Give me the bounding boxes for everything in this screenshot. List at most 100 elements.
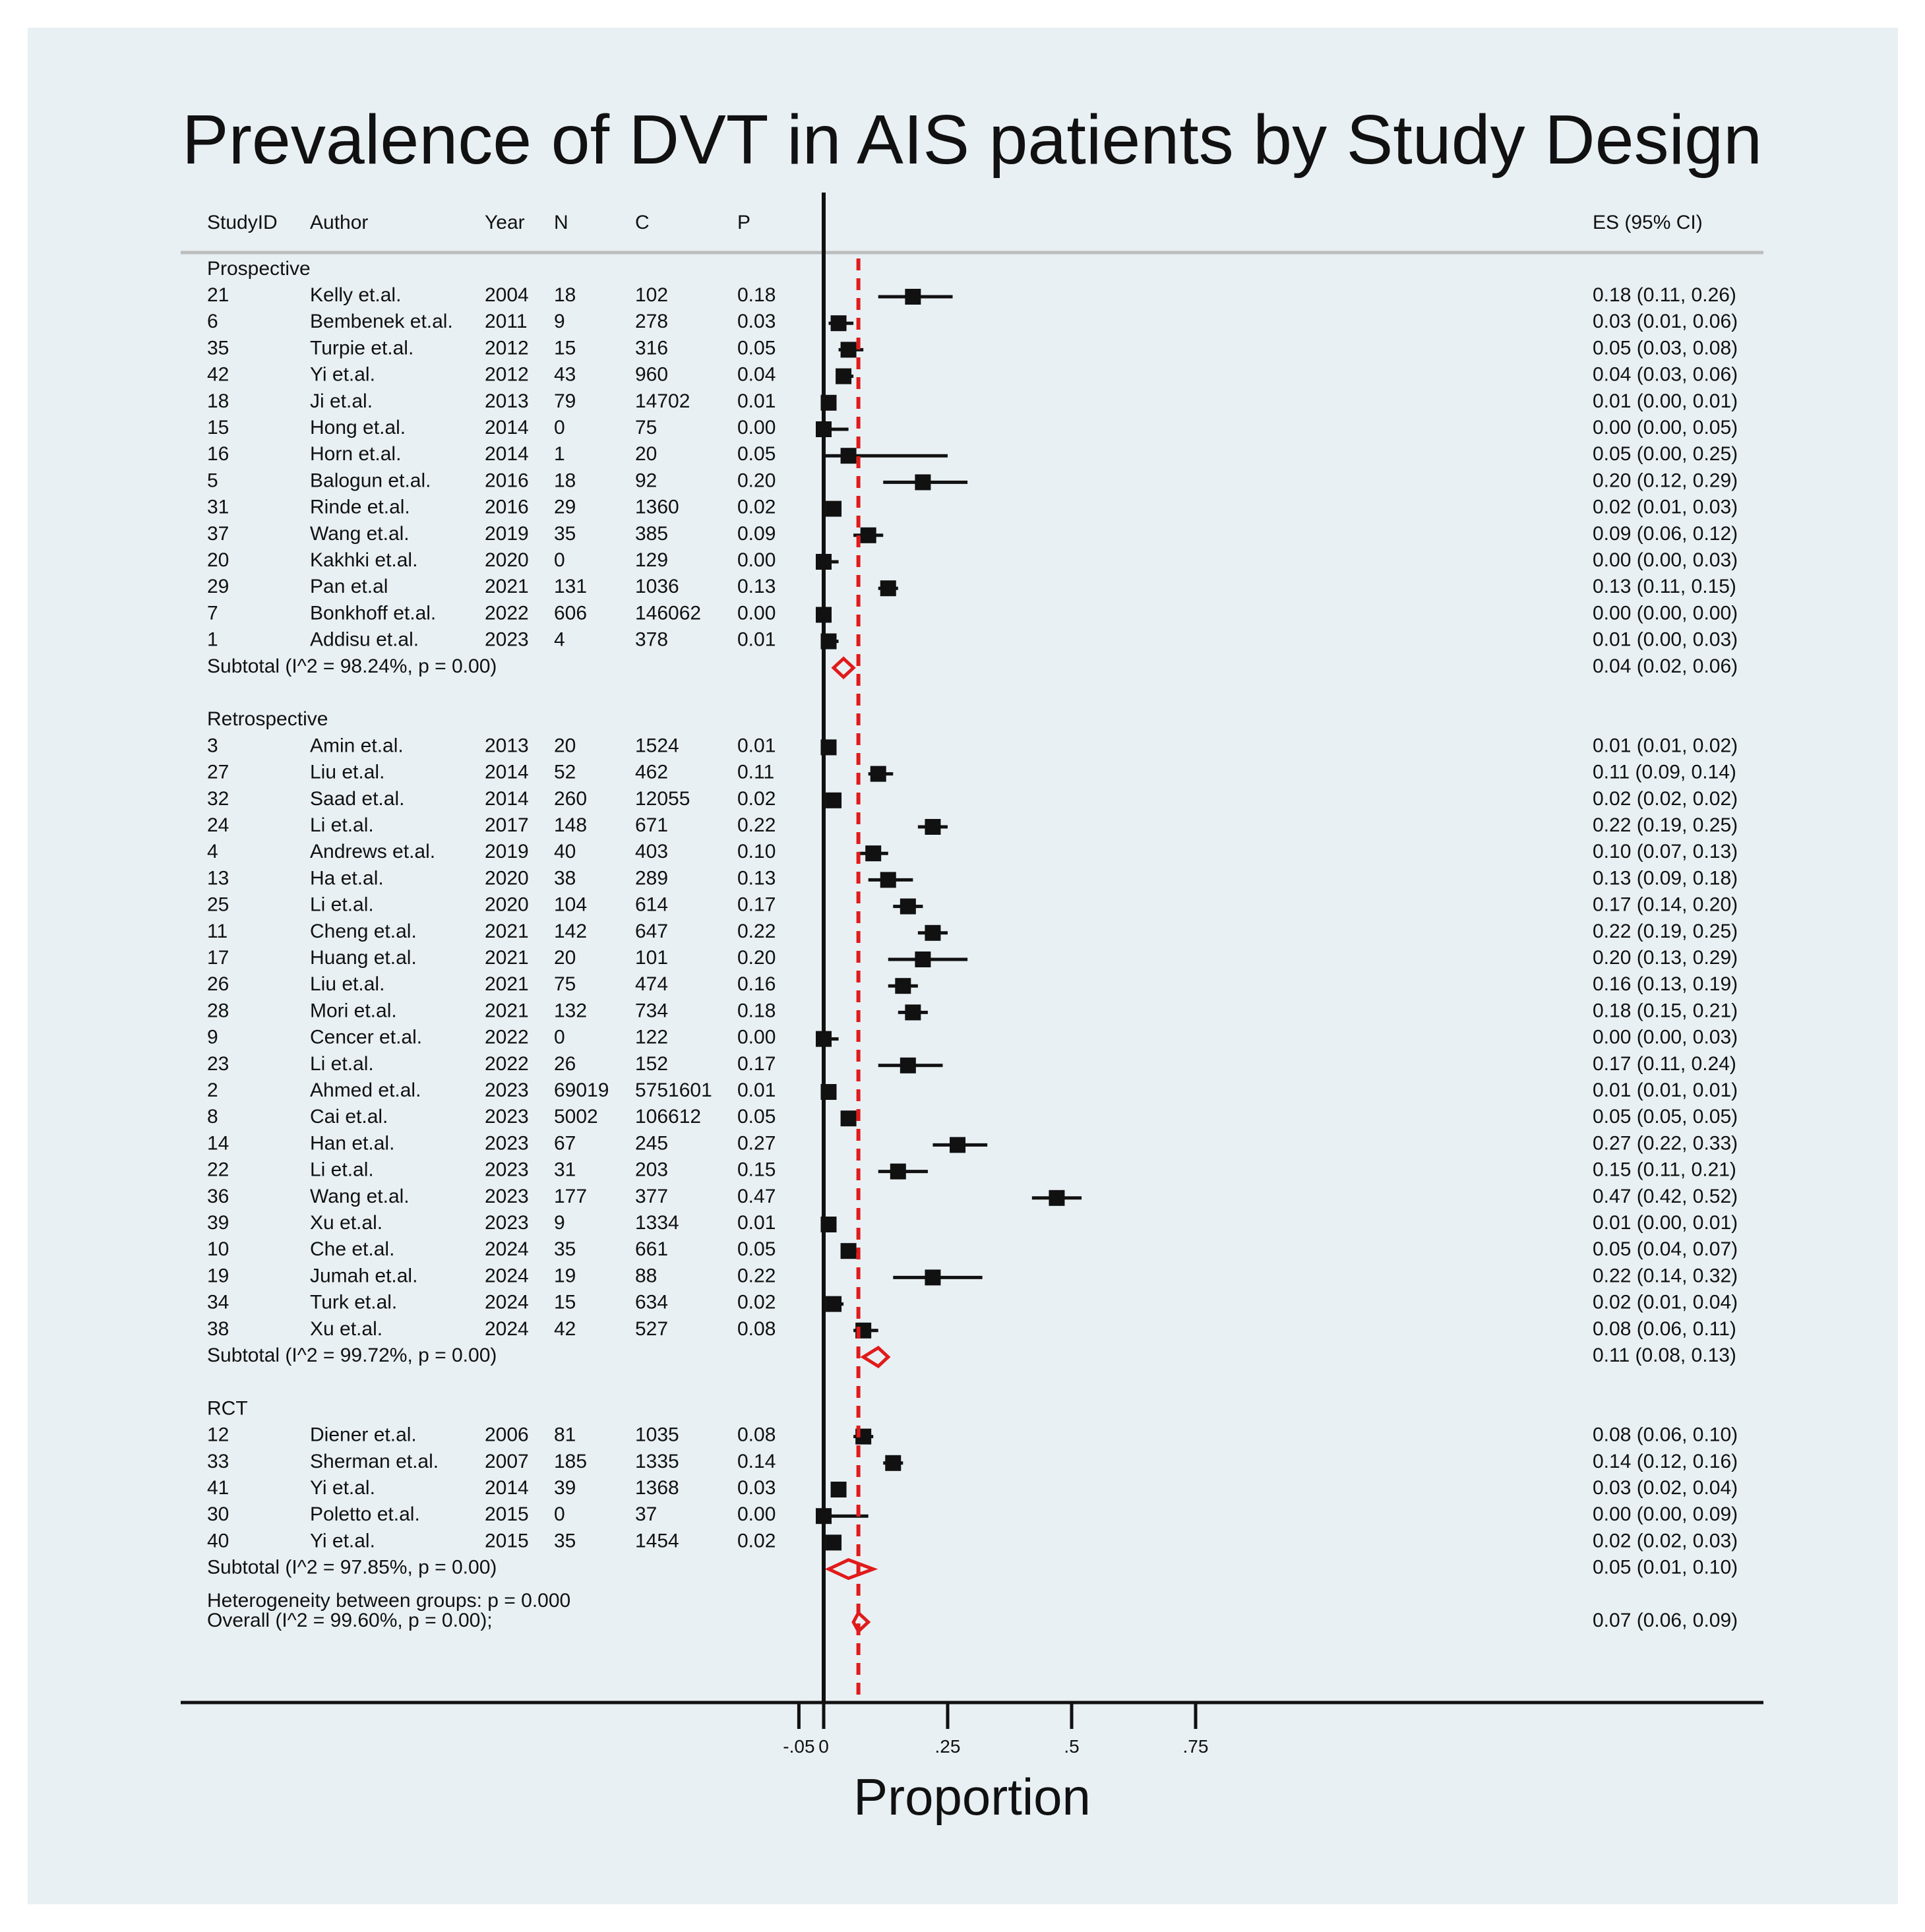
subtotal-es-ci: 0.11 (0.08, 0.13) (1593, 1344, 1736, 1366)
study-es-ci: 0.00 (0.00, 0.03) (1593, 1027, 1738, 1048)
study-es-ci: 0.17 (0.11, 0.24) (1593, 1053, 1736, 1075)
study-id: 21 (207, 284, 229, 306)
study-year: 2021 (485, 576, 529, 597)
study-id: 39 (207, 1212, 229, 1234)
study-c: 289 (635, 867, 668, 889)
study-c: 462 (635, 762, 668, 783)
study-c: 12055 (635, 788, 690, 810)
study-id: 5 (207, 469, 218, 491)
study-p: 0.11 (737, 762, 774, 783)
study-p: 0.00 (737, 549, 776, 571)
study-n: 0 (554, 1027, 565, 1048)
study-author: Bonkhoff et.al. (310, 602, 436, 624)
study-year: 2014 (485, 762, 529, 783)
study-c: 474 (635, 973, 668, 995)
study-es-ci: 0.01 (0.01, 0.01) (1593, 1079, 1738, 1101)
study-p: 0.03 (737, 1477, 776, 1499)
study-es-ci: 0.00 (0.00, 0.03) (1593, 549, 1738, 571)
subtotal-diamond (860, 1345, 891, 1369)
study-id: 8 (207, 1106, 218, 1128)
study-year: 2022 (485, 602, 529, 624)
study-n: 75 (554, 973, 576, 995)
study-point (925, 924, 941, 941)
study-year: 2024 (485, 1238, 529, 1260)
study-id: 11 (207, 921, 228, 942)
study-id: 16 (207, 443, 229, 465)
study-n: 26 (554, 1053, 576, 1075)
study-es-ci: 0.13 (0.09, 0.18) (1593, 867, 1738, 889)
study-id: 32 (207, 788, 229, 810)
study-es-ci: 0.22 (0.19, 0.25) (1593, 814, 1738, 836)
study-year: 2023 (485, 1106, 529, 1128)
header-n: N (554, 212, 568, 233)
study-point (950, 1137, 966, 1153)
study-year: 2015 (485, 1530, 529, 1552)
study-p: 0.01 (737, 735, 776, 756)
study-point (826, 500, 842, 517)
study-n: 5002 (554, 1106, 598, 1128)
study-n: 42 (554, 1318, 576, 1340)
study-n: 35 (554, 523, 576, 545)
study-p: 0.18 (737, 284, 776, 306)
study-point (826, 792, 842, 808)
study-year: 2020 (485, 867, 529, 889)
study-n: 185 (554, 1451, 587, 1472)
study-id: 10 (207, 1238, 229, 1260)
study-p: 0.02 (737, 1530, 776, 1552)
study-author: Sherman et.al. (310, 1451, 439, 1472)
study-n: 0 (554, 549, 565, 571)
study-author: Huang et.al. (310, 947, 417, 969)
study-year: 2014 (485, 1477, 529, 1499)
study-c: 245 (635, 1132, 668, 1154)
study-id: 27 (207, 762, 229, 783)
study-id: 31 (207, 497, 229, 518)
study-es-ci: 0.47 (0.42, 0.52) (1593, 1186, 1738, 1207)
study-es-ci: 0.27 (0.22, 0.33) (1593, 1132, 1738, 1154)
study-c: 278 (635, 311, 668, 332)
study-id: 13 (207, 867, 229, 889)
study-id: 33 (207, 1451, 229, 1472)
study-c: 634 (635, 1292, 668, 1313)
study-id: 36 (207, 1186, 229, 1207)
study-point (836, 368, 852, 384)
study-year: 2023 (485, 629, 529, 651)
study-n: 20 (554, 947, 576, 969)
study-id: 17 (207, 947, 229, 969)
study-c: 88 (635, 1265, 657, 1286)
study-id: 7 (207, 602, 218, 624)
study-author: Han et.al. (310, 1132, 394, 1154)
study-year: 2023 (485, 1132, 529, 1154)
study-id: 29 (207, 576, 229, 597)
study-p: 0.05 (737, 443, 776, 465)
study-id: 37 (207, 523, 229, 545)
study-point (865, 845, 882, 862)
study-id: 42 (207, 364, 229, 386)
study-point (826, 1296, 842, 1312)
study-year: 2014 (485, 788, 529, 810)
study-p: 0.09 (737, 523, 776, 545)
study-author: Andrews et.al. (310, 841, 435, 862)
study-point (925, 819, 941, 835)
study-author: Hong et.al. (310, 417, 406, 438)
study-n: 19 (554, 1265, 576, 1286)
study-id: 41 (207, 1477, 229, 1499)
study-author: Li et.al. (310, 814, 374, 836)
study-es-ci: 0.02 (0.02, 0.03) (1593, 1530, 1738, 1552)
study-author: Mori et.al. (310, 1000, 397, 1021)
chart-title: Prevalence of DVT in AIS patients by Stu… (182, 101, 1762, 179)
study-c: 101 (635, 947, 668, 969)
study-n: 142 (554, 921, 587, 942)
study-es-ci: 0.10 (0.07, 0.13) (1593, 841, 1738, 862)
study-c: 129 (635, 549, 668, 571)
study-p: 0.16 (737, 973, 776, 995)
study-p: 0.17 (737, 1053, 776, 1075)
study-es-ci: 0.18 (0.15, 0.21) (1593, 1000, 1738, 1021)
study-p: 0.27 (737, 1132, 776, 1154)
study-author: Xu et.al. (310, 1318, 382, 1340)
study-n: 35 (554, 1238, 576, 1260)
subtotal-label: Subtotal (I^2 = 98.24%, p = 0.00) (207, 655, 497, 677)
study-author: Wang et.al. (310, 523, 410, 545)
study-p: 0.10 (737, 841, 776, 862)
study-author: Yi et.al. (310, 1477, 375, 1499)
study-es-ci: 0.11 (0.09, 0.14) (1593, 762, 1736, 783)
